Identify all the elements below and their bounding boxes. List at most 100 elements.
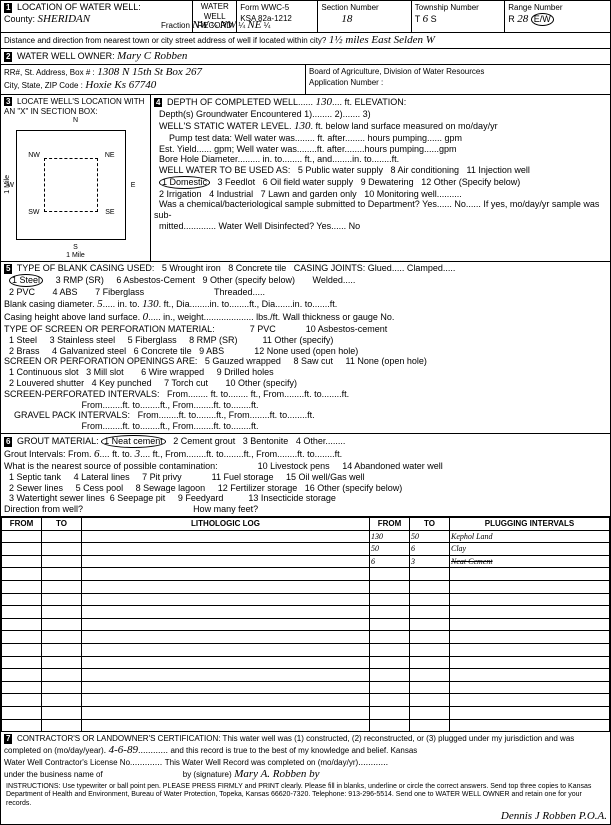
p1: 1 Septic tank: [9, 472, 61, 482]
range-value: 28: [517, 13, 528, 25]
s10: 10 Asbestos-cement: [306, 324, 388, 334]
by-label: This Water Well Record was completed on …: [165, 758, 358, 767]
p16: 16 Other (specify below): [305, 483, 403, 493]
c7: 7 Fiberglass: [95, 287, 144, 297]
height-value: 0: [143, 311, 149, 323]
g3: 3 Bentonite: [243, 436, 289, 446]
completed-label: completed on (mo/day/year): [4, 746, 104, 755]
o11: 11 None (open hole): [346, 356, 427, 366]
s2: 2 Brass: [9, 346, 40, 356]
u11: 11 Injection well: [467, 165, 530, 175]
frac2: NW: [220, 19, 237, 31]
r1p: Clay: [450, 543, 610, 556]
frac3q: ¼: [264, 21, 271, 30]
s1: 1 Steel: [9, 335, 37, 345]
p8: 8 Sewage lagoon: [136, 483, 206, 493]
o1: 1 Continuous slot: [9, 367, 79, 377]
p7: 7 Pit privy: [142, 472, 182, 482]
s9: 9 ABS: [199, 346, 224, 356]
open-label: SCREEN OR PERFORATION OPENINGS ARE:: [4, 356, 197, 366]
grout-ft-to: ft. to: [112, 449, 130, 459]
pump-label: Pump test data: Well water was: [169, 133, 295, 143]
dir-label: Direction from well?: [4, 504, 83, 514]
dia-ft: ft., Dia: [164, 299, 190, 309]
log-row: [2, 606, 610, 619]
joints2: Clamped: [407, 263, 443, 273]
g4: 4 Other: [296, 436, 326, 446]
u1: 1 Domestic: [159, 176, 210, 189]
p15: 15 Oil well/Gas well: [286, 472, 365, 482]
r2t: 3: [410, 555, 450, 568]
perf-label: SCREEN-PERFORATED INTERVALS:: [4, 389, 160, 399]
city-value: Hoxie Ks 67740: [85, 79, 156, 91]
frac3: NE: [247, 19, 261, 31]
section-7-num: 7: [4, 734, 12, 744]
pump-hours: hours pumping: [367, 133, 427, 143]
r0f: 130: [370, 530, 410, 543]
g1: 1 Neat cement: [101, 435, 166, 448]
uses-label: WELL WATER TO BE USED AS:: [159, 165, 290, 175]
mitted: mitted: [159, 221, 184, 231]
feet-label: How many feet?: [193, 504, 258, 514]
disinfect-no: No: [349, 221, 361, 231]
log-row: [2, 706, 610, 719]
intervals-label: Grout Intervals: From: [4, 449, 89, 459]
est-gpm: gpm; Well water was: [214, 144, 297, 154]
r0p: Kephol Land: [450, 530, 610, 543]
log-row: [2, 681, 610, 694]
log-lith-h: LITHOLOGIC LOG: [82, 518, 370, 531]
log-row: 6 3 Neat Cement: [2, 555, 610, 568]
mile-bottom: 1 Mile: [4, 252, 147, 260]
cert-label: CONTRACTOR'S OR LANDOWNER'S CERTIFICATIO…: [17, 734, 574, 743]
c8: 8 Concrete tile: [228, 263, 286, 273]
u2: 2 Irrigation: [159, 189, 202, 199]
p9: 9 Feedyard: [178, 493, 224, 503]
u10: 10 Monitoring well: [364, 189, 437, 199]
c2: 2 PVC: [9, 287, 35, 297]
sig-label: by (signature): [183, 770, 232, 779]
gw3: 3): [363, 109, 371, 119]
sig2-value: Dennis J Robben P.O.A.: [4, 810, 607, 823]
s8: 8 RMP (SR): [189, 335, 237, 345]
s4: 4 Galvanized steel: [52, 346, 126, 356]
u7: 7 Lawn and garden only: [261, 189, 357, 199]
o6: 6 Wire wrapped: [141, 367, 204, 377]
log-row: [2, 593, 610, 606]
pump-gpm: gpm: [445, 133, 463, 143]
gw1: 1): [304, 109, 312, 119]
log-table: FROM TO LITHOLOGIC LOG FROM TO PLUGGING …: [1, 517, 610, 732]
p5: 5 Cess pool: [76, 483, 124, 493]
section-1-num: 1: [4, 3, 12, 13]
height-in: in., weight: [163, 312, 204, 322]
casing-label: TYPE OF BLANK CASING USED:: [17, 263, 155, 273]
static-label: WELL'S STATIC WATER LEVEL: [159, 121, 289, 131]
range-ew: E/W: [531, 13, 554, 26]
joints-label: CASING JOINTS: Glued: [294, 263, 392, 273]
s-label: S: [4, 244, 147, 252]
log-row: [2, 580, 610, 593]
distance-value: 1½ miles East Selden W: [329, 34, 435, 46]
ft-elev: ft. ELEVATION:: [345, 97, 407, 107]
s12: 12 None used (open hole): [254, 346, 358, 356]
log-from2-h: FROM: [370, 518, 410, 531]
dia-value: 5: [97, 298, 103, 310]
loc-label: LOCATION OF WATER WELL:: [17, 2, 141, 12]
log-row: [2, 694, 610, 707]
p13: 13 Insecticide storage: [248, 493, 336, 503]
from1: From: [167, 389, 188, 399]
grout-label: GROUT MATERIAL:: [17, 436, 99, 446]
sample-label: Was a chemical/bacteriological sample su…: [159, 199, 437, 209]
s11: 11 Other (specify): [263, 335, 334, 345]
section-4-num: 4: [154, 98, 162, 108]
section-value: 18: [341, 13, 352, 25]
section-box: NW NE W E SW SE: [16, 130, 126, 240]
dia-label: Blank casing diameter: [4, 299, 92, 309]
log-plug-h: PLUGGING INTERVALS: [450, 518, 610, 531]
log-row: [2, 719, 610, 732]
o8: 8 Saw cut: [293, 356, 333, 366]
p3: 3 Watertight sewer lines: [9, 493, 105, 503]
depth-label: DEPTH OF COMPLETED WELL: [167, 97, 298, 107]
static-value: 130: [294, 120, 311, 132]
o10: 10 Other (specify): [226, 378, 298, 388]
c5: 5 Wrought iron: [162, 263, 221, 273]
